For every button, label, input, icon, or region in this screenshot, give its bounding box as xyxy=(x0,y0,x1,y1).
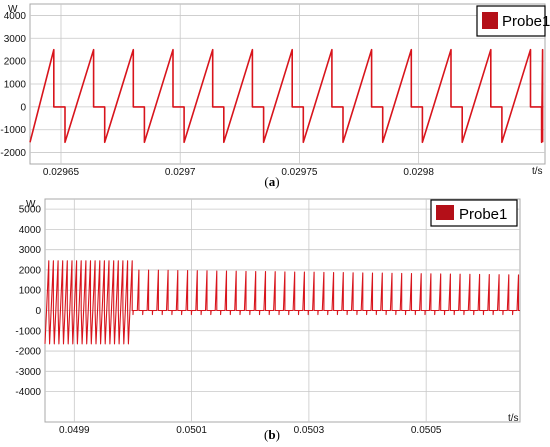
y-tick-label: 0 xyxy=(35,306,41,317)
legend-swatch-b xyxy=(436,205,454,220)
y-tick-label: -2000 xyxy=(0,148,26,159)
y-tick-label: 2000 xyxy=(4,57,27,68)
panel-b: 5000 4000 3000 2000 1000 0 -1000 -2000 -3000 -400… xyxy=(15,198,521,442)
x-tick-label: 0.0505 xyxy=(411,425,442,436)
y-tick-label: 3000 xyxy=(4,34,27,45)
x-tick-labels-a: 0.02965 0.0297 0.02975 0.0298 xyxy=(43,167,434,178)
y-tick-label: 0 xyxy=(20,102,26,113)
y-tick-label: -4000 xyxy=(15,387,41,398)
caption-b: (b) xyxy=(264,427,280,442)
caption-a: (a) xyxy=(264,174,279,189)
x-tick-label: 0.0298 xyxy=(403,167,434,178)
legend-b: Probe1 xyxy=(430,199,518,227)
x-tick-label: 0.0501 xyxy=(176,425,207,436)
y-tick-label: -3000 xyxy=(15,367,41,378)
y-tick-label: 4000 xyxy=(19,225,42,236)
y-tick-label: -1000 xyxy=(15,326,41,337)
y-tick-label: 5000 xyxy=(19,205,42,216)
y-tick-label: 2000 xyxy=(19,265,42,276)
legend-swatch-a xyxy=(482,12,498,29)
y-tick-label: -2000 xyxy=(15,347,41,358)
series-line-probe1-b xyxy=(44,260,520,345)
legend-a: Probe1 xyxy=(476,5,550,37)
y-tick-label: 4000 xyxy=(4,11,27,22)
series-line-probe1-a xyxy=(29,48,544,144)
x-unit-b: t/s xyxy=(508,413,519,424)
y-tick-labels-b: 5000 4000 3000 2000 1000 0 -1000 -2000 -3000 -400… xyxy=(15,205,41,398)
y-tick-label: 3000 xyxy=(19,245,42,256)
y-unit-b: W xyxy=(26,199,36,210)
y-tick-labels-a: 4000 3000 2000 1000 0 -1000 -2000 xyxy=(0,11,26,159)
x-tick-label: 0.0503 xyxy=(294,425,325,436)
legend-label-b: Probe1 xyxy=(459,206,507,223)
y-unit-a: W xyxy=(8,4,18,15)
x-tick-label: 0.0297 xyxy=(165,167,196,178)
y-tick-label: 1000 xyxy=(19,286,42,297)
legend-label-a: Probe1 xyxy=(502,13,550,30)
y-tick-label: 1000 xyxy=(4,80,27,91)
x-unit-a: t/s xyxy=(532,166,543,177)
x-tick-label: 0.02965 xyxy=(43,167,80,178)
x-tick-labels-b: 0.0499 0.0501 0.0503 0.0505 xyxy=(59,425,442,436)
y-tick-label: -1000 xyxy=(0,125,26,136)
x-tick-label: 0.02975 xyxy=(281,167,318,178)
grid-a xyxy=(30,4,545,164)
x-tick-label: 0.0499 xyxy=(59,425,90,436)
